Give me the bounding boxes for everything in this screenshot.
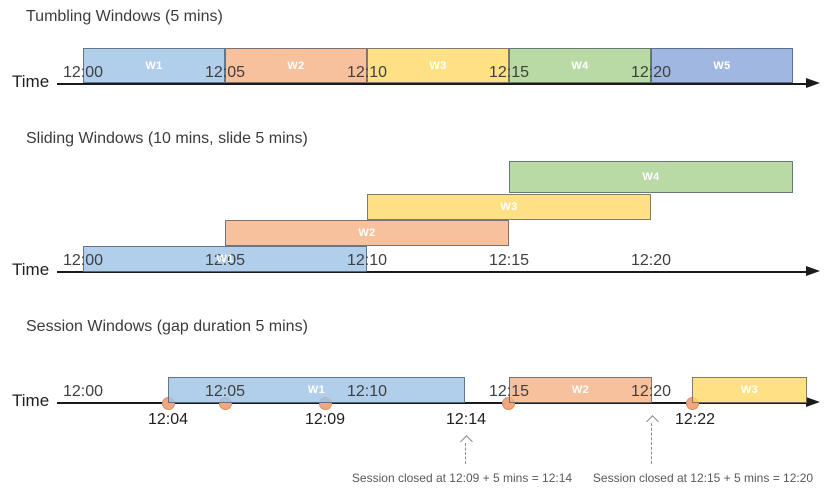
window-box-w1 [168,377,465,403]
window-box-w4 [509,161,793,193]
window-box-w3 [367,194,651,220]
window-label-w2: W2 [287,59,305,72]
window-label-w2: W2 [571,384,590,396]
tick-label: 12:10 [346,64,388,81]
window-label-w5: W5 [713,59,731,72]
window-label-w2: W2 [358,227,376,239]
tick-label: 12:00 [62,383,104,400]
time-axis-label: Time [12,391,50,410]
window-box-w1 [83,246,367,272]
timeline-arrowhead-icon [806,266,820,276]
window-box-w5 [651,48,793,83]
tumbling-section-title: Tumbling Windows (5 mins) [26,8,223,25]
arrow-up-icon [645,415,659,428]
window-label-w3: W3 [740,384,759,396]
window-label-w1: W1 [307,384,326,396]
tick-label: 12:15 [488,383,530,400]
arrow-up-icon [459,435,473,448]
tick-label: 12:20 [630,252,672,269]
window-label-w4: W4 [571,59,589,72]
window-box-w1 [83,48,225,83]
session-closed-annotation: Session closed at 12:09 + 5 mins = 12:14 [351,471,573,485]
tick-label: 12:10 [346,383,388,400]
event-time-label: 12:22 [674,411,716,428]
tick-label: 12:05 [204,252,246,269]
window-box-w3 [367,48,509,83]
window-label-w3: W3 [500,201,518,213]
tick-label: 12:05 [204,383,246,400]
event-time-label: 12:14 [445,411,487,428]
window-box-w4 [509,48,651,83]
window-box-w3 [692,377,807,403]
dashed-line [651,423,652,464]
sliding-section-title: Sliding Windows (10 mins, slide 5 mins) [26,130,308,147]
window-label-w1: W1 [216,253,234,265]
timeline-axis [57,402,806,404]
event-time-label: 12:04 [147,411,189,428]
window-label-w4: W4 [642,171,660,183]
dashed-line [465,443,466,464]
event-time-label: 12:09 [304,411,346,428]
tick-label: 12:10 [346,252,388,269]
tick-label: 12:00 [62,64,104,81]
time-axis-label: Time [12,72,50,91]
tick-label: 12:20 [630,383,672,400]
window-label-w1: W1 [145,59,163,72]
timeline-arrowhead-icon [806,397,820,407]
window-label-w3: W3 [429,59,447,72]
tick-label: 12:15 [488,252,530,269]
timeline-axis [57,83,806,85]
time-axis-label: Time [12,260,50,279]
session-closed-annotation: Session closed at 12:15 + 5 mins = 12:20 [592,471,814,485]
tick-label: 12:15 [488,64,530,81]
session-section-title: Session Windows (gap duration 5 mins) [26,318,308,335]
tick-label: 12:05 [204,64,246,81]
window-box-w2 [509,377,652,403]
tick-label: 12:20 [630,64,672,81]
window-box-w2 [225,48,367,83]
timeline-arrowhead-icon [806,78,820,88]
timeline-axis [57,271,806,273]
window-box-w2 [225,220,509,246]
tick-label: 12:00 [62,252,104,269]
